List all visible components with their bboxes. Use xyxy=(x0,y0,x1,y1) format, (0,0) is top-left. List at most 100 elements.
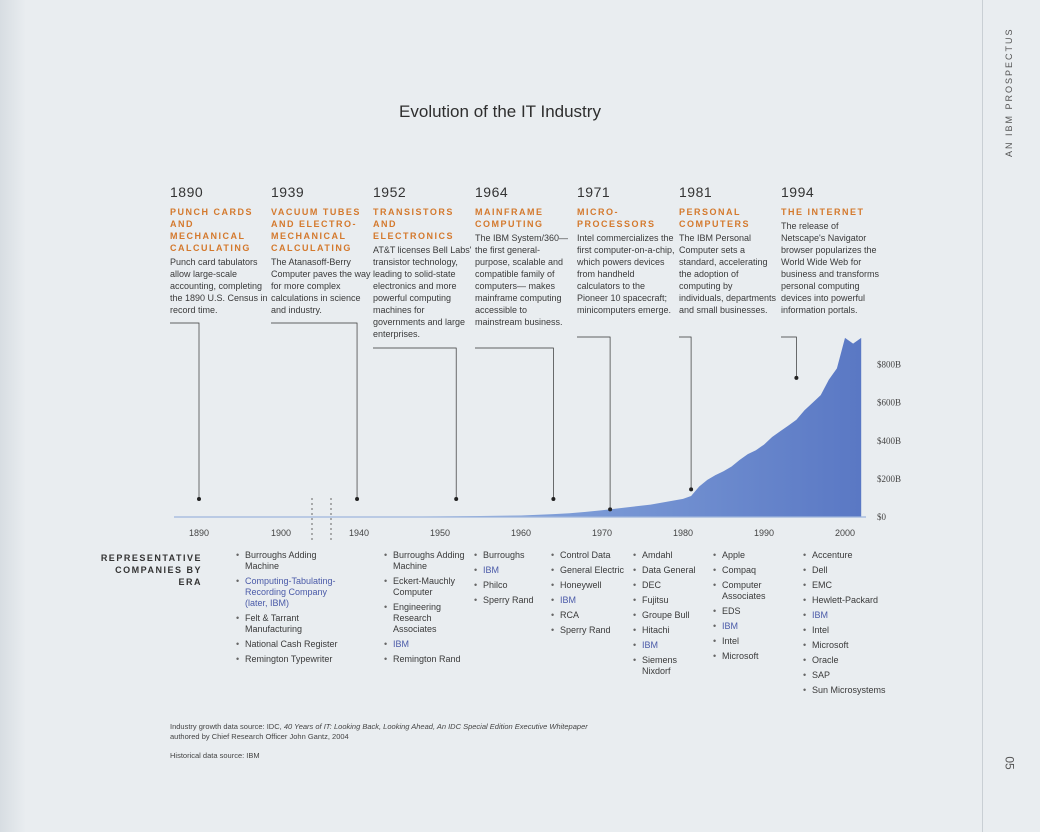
era-heading: VACUUM TUBES AND ELECTRO-MECHANICAL CALC… xyxy=(271,207,361,253)
era-description: The IBM System/360— the first general-pu… xyxy=(475,233,569,327)
x-tick-label: 1940 xyxy=(349,528,369,538)
era-heading: THE INTERNET xyxy=(781,207,865,217)
company-item: Microsoft xyxy=(803,640,903,651)
company-item: Oracle xyxy=(803,655,903,666)
era-callout-line xyxy=(679,336,692,490)
y-tick-label: $0 xyxy=(877,512,887,522)
era-heading: MAINFRAME COMPUTING xyxy=(475,207,544,229)
company-item: IBM xyxy=(551,595,631,606)
company-item: Hitachi xyxy=(633,625,708,636)
representative-companies-label: REPRESENTATIVE COMPANIES BY ERA xyxy=(100,553,202,587)
x-tick-label: 1970 xyxy=(592,528,612,538)
company-item: IBM xyxy=(633,640,708,651)
footnote-historical-source: Historical data source: IBM xyxy=(170,751,260,760)
era-1939: 1939 VACUUM TUBES AND ELECTRO-MECHANICAL… xyxy=(271,184,371,316)
company-column-1994: Accenture Dell EMC Hewlett-Packard IBM Intel M… xyxy=(803,550,903,700)
company-column-1952: Burroughs IBM Philco Sperry Rand xyxy=(474,550,549,610)
era-1971: 1971 MICRO-PROCESSORS Intel commercializ… xyxy=(577,184,677,316)
company-item: Control Data xyxy=(551,550,631,561)
company-item: DEC xyxy=(633,580,708,591)
era-marker-dot xyxy=(551,497,556,501)
era-callout-line xyxy=(475,347,554,499)
era-callouts xyxy=(170,322,797,510)
company-item: Apple xyxy=(713,550,793,561)
company-list: Control Data General Electric Honeywell IBM… xyxy=(551,550,631,636)
footnote-author: authored by Chief Research Officer John … xyxy=(170,732,349,741)
company-item: Honeywell xyxy=(551,580,631,591)
x-tick-label: 1980 xyxy=(673,528,693,538)
company-item: Eckert-Mauchly Computer xyxy=(384,576,469,598)
y-tick-label: $200B xyxy=(877,474,901,484)
era-1994: 1994 THE INTERNET The release of Netscap… xyxy=(781,184,881,316)
era-year: 1890 xyxy=(170,184,204,200)
company-item: Compaq xyxy=(713,565,793,576)
company-list: Accenture Dell EMC Hewlett-Packard IBM Intel M… xyxy=(803,550,903,696)
era-heading: PUNCH CARDS AND MECHANICAL CALCULATING xyxy=(170,207,254,253)
company-item: IBM xyxy=(384,639,469,650)
x-tick-labels: 1890 1900 1940 1950 1960 1970 1980 1990 2000 xyxy=(189,528,855,538)
era-marker-dot xyxy=(608,507,613,512)
footnote-source-title: 40 Years of IT: Looking Back, Looking Ah… xyxy=(283,722,588,731)
company-item: Accenture xyxy=(803,550,903,561)
company-item: Intel xyxy=(713,636,793,647)
axis-break xyxy=(311,498,332,540)
era-description: The IBM Personal Computer sets a standar… xyxy=(679,233,777,315)
era-callout-line xyxy=(170,322,200,499)
era-description: The release of Netscape's Navigator brow… xyxy=(781,221,880,315)
x-tick-label: 2000 xyxy=(835,528,855,538)
company-item: Burroughs Adding Machine xyxy=(384,550,469,572)
company-item: IBM xyxy=(474,565,549,576)
era-callout-line xyxy=(781,336,797,378)
company-item: Burroughs xyxy=(474,550,549,561)
company-item: Sun Microsystems xyxy=(803,685,903,696)
company-item: Remington Typewriter xyxy=(236,654,351,665)
y-tick-labels: $0 $200B $400B $600B $800B xyxy=(877,360,901,522)
revenue-area xyxy=(174,337,862,517)
era-callout-line xyxy=(271,322,358,499)
era-marker-dot xyxy=(794,375,799,380)
company-list: Amdahl Data General DEC Fujitsu Groupe Bull H… xyxy=(633,550,708,677)
era-markers xyxy=(197,375,799,512)
era-marker-dot xyxy=(689,487,694,492)
era-description: Intel commercializes the first computer-… xyxy=(577,233,675,315)
company-item: Microsoft xyxy=(713,651,793,662)
company-item: EDS xyxy=(713,606,793,617)
company-item: National Cash Register xyxy=(236,639,351,650)
company-item: Sperry Rand xyxy=(551,625,631,636)
era-description: AT&T licenses Bell Labs' transistor tech… xyxy=(373,245,472,339)
x-tick-label: 1950 xyxy=(430,528,450,538)
company-list: Apple Compaq Computer Associates EDS IBM Inte… xyxy=(713,550,793,662)
era-description: The Atanasoff-Berry Computer paves the w… xyxy=(271,257,371,315)
company-item: Fujitsu xyxy=(633,595,708,606)
page-title: Evolution of the IT Industry xyxy=(399,102,601,121)
footnote-source-prefix: Industry growth data source: IDC, xyxy=(170,722,284,731)
company-item: IBM xyxy=(713,621,793,632)
x-tick-label: 1900 xyxy=(271,528,291,538)
era-year: 1952 xyxy=(373,184,407,200)
company-column-1939: Burroughs Adding Machine Eckert-Mauchly C… xyxy=(384,550,469,669)
era-heading: PERSONAL COMPUTERS xyxy=(679,207,751,229)
company-item: Burroughs Adding Machine xyxy=(236,550,351,572)
era-year: 1964 xyxy=(475,184,509,200)
company-item: Computing-Tabulating-Recording Company (… xyxy=(236,576,351,609)
y-tick-label: $800B xyxy=(877,360,901,370)
company-item: EMC xyxy=(803,580,903,591)
x-tick-label: 1960 xyxy=(511,528,531,538)
company-list: Burroughs Adding Machine Eckert-Mauchly C… xyxy=(384,550,469,665)
company-column-1890: Burroughs Adding Machine Computing-Tabula… xyxy=(236,550,351,669)
company-column-1981: Apple Compaq Computer Associates EDS IBM Inte… xyxy=(713,550,793,666)
company-item: Intel xyxy=(803,625,903,636)
era-1964: 1964 MAINFRAME COMPUTING The IBM System/… xyxy=(475,184,575,328)
company-item: Sperry Rand xyxy=(474,595,549,606)
company-list: Burroughs IBM Philco Sperry Rand xyxy=(474,550,549,606)
footnote: Industry growth data source: IDC, 40 Yea… xyxy=(170,722,590,761)
company-item: Engineering Research Associates xyxy=(384,602,469,635)
page-edge-shadow xyxy=(0,0,26,832)
x-tick-label: 1990 xyxy=(754,528,774,538)
company-item: Groupe Bull xyxy=(633,610,708,621)
era-description: Punch card tabulators allow large-scale … xyxy=(170,257,268,315)
company-item: IBM xyxy=(803,610,903,621)
company-item: Amdahl xyxy=(633,550,708,561)
era-1890: 1890 PUNCH CARDS AND MECHANICAL CALCULAT… xyxy=(170,184,270,316)
company-item: Hewlett-Packard xyxy=(803,595,903,606)
